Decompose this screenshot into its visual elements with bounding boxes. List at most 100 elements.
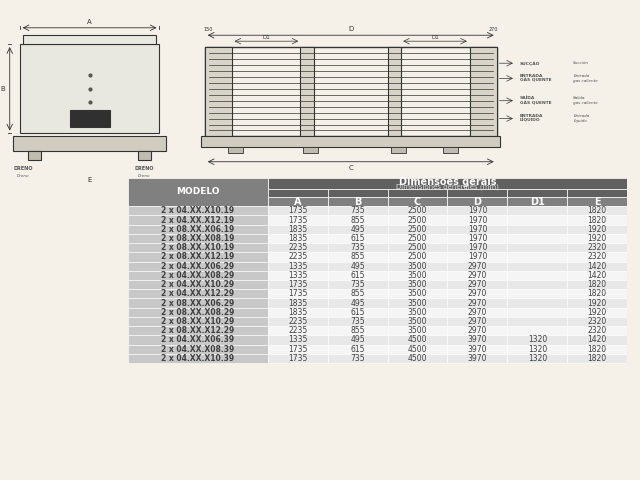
Bar <box>447 234 508 243</box>
Text: 2500: 2500 <box>408 216 428 225</box>
Bar <box>447 271 508 280</box>
Text: 855: 855 <box>350 289 365 299</box>
Bar <box>328 216 388 225</box>
Text: B: B <box>0 86 4 92</box>
Bar <box>443 147 458 153</box>
Bar <box>268 197 328 206</box>
Bar <box>228 147 243 153</box>
Bar <box>328 197 388 206</box>
Bar <box>388 345 447 354</box>
Bar <box>268 262 328 271</box>
Text: 1735: 1735 <box>288 345 307 354</box>
Bar <box>128 271 268 280</box>
Text: Dimensões gerais: Dimensões gerais <box>399 177 496 187</box>
Bar <box>128 243 268 252</box>
Bar <box>328 189 388 197</box>
Text: 1820: 1820 <box>588 216 607 225</box>
Bar <box>388 326 447 336</box>
Bar <box>388 299 447 308</box>
Text: 2500: 2500 <box>408 225 428 234</box>
Bar <box>567 216 627 225</box>
Text: 1920: 1920 <box>588 225 607 234</box>
Text: 2235: 2235 <box>288 252 307 262</box>
Text: 2 x 04.XX.X12.29: 2 x 04.XX.X12.29 <box>161 289 234 299</box>
Bar <box>268 178 627 189</box>
Text: 1970: 1970 <box>468 243 487 252</box>
Bar <box>128 225 268 234</box>
Text: Salida
gas caliente: Salida gas caliente <box>573 96 598 105</box>
Text: 2320: 2320 <box>588 326 607 335</box>
Bar <box>138 151 151 160</box>
Bar <box>300 47 314 136</box>
Bar <box>567 234 627 243</box>
Bar <box>388 225 447 234</box>
Bar <box>447 308 508 317</box>
Text: E: E <box>594 197 600 206</box>
Bar <box>567 326 627 336</box>
Text: 2320: 2320 <box>588 243 607 252</box>
Bar <box>567 206 627 216</box>
Text: 2 x 04.XX.X10.29: 2 x 04.XX.X10.29 <box>161 280 234 289</box>
Bar <box>201 136 500 147</box>
Bar <box>128 317 268 326</box>
Bar <box>328 280 388 289</box>
Text: 1420: 1420 <box>588 271 607 280</box>
Text: 2 x 04.XX.X06.39: 2 x 04.XX.X06.39 <box>161 336 234 345</box>
Text: 4500: 4500 <box>408 354 428 363</box>
Text: 615: 615 <box>350 271 365 280</box>
Text: 735: 735 <box>350 206 365 216</box>
Bar <box>567 308 627 317</box>
Bar <box>268 289 328 299</box>
Bar <box>447 197 508 206</box>
Text: 3970: 3970 <box>468 345 487 354</box>
Text: 1820: 1820 <box>588 289 607 299</box>
Bar <box>567 252 627 262</box>
Text: 2 x 08.XX.X08.19: 2 x 08.XX.X08.19 <box>161 234 235 243</box>
Bar <box>508 354 567 363</box>
Bar <box>268 206 328 216</box>
Bar <box>328 354 388 363</box>
Bar <box>567 317 627 326</box>
Text: D: D <box>474 197 481 206</box>
Bar <box>388 206 447 216</box>
Text: 3500: 3500 <box>408 299 428 308</box>
Bar <box>268 234 328 243</box>
Text: 2 x 04.XX.X08.39: 2 x 04.XX.X08.39 <box>161 345 234 354</box>
Text: 2235: 2235 <box>288 317 307 326</box>
Text: 3970: 3970 <box>468 354 487 363</box>
Text: 735: 735 <box>350 354 365 363</box>
Text: E: E <box>88 177 92 182</box>
Bar <box>20 44 159 133</box>
Bar <box>447 326 508 336</box>
Text: 735: 735 <box>350 317 365 326</box>
Text: 1320: 1320 <box>528 336 547 345</box>
Bar <box>447 345 508 354</box>
Text: 2 x 04.XX.X10.19: 2 x 04.XX.X10.19 <box>161 206 234 216</box>
Text: 2970: 2970 <box>468 308 487 317</box>
Bar <box>268 243 328 252</box>
Text: 3500: 3500 <box>408 280 428 289</box>
Bar <box>567 243 627 252</box>
Bar <box>388 289 447 299</box>
Bar <box>128 252 268 262</box>
Text: Dreno: Dreno <box>138 174 151 178</box>
Text: 735: 735 <box>350 243 365 252</box>
Bar <box>567 271 627 280</box>
Text: ENTRADA
GÁS QUENTE: ENTRADA GÁS QUENTE <box>520 74 551 83</box>
Bar <box>447 252 508 262</box>
Bar <box>388 317 447 326</box>
Bar <box>328 243 388 252</box>
Text: 4500: 4500 <box>408 345 428 354</box>
Bar <box>508 345 567 354</box>
Text: Entrada
líquido: Entrada líquido <box>573 114 589 123</box>
Text: SAÍDA
GÁS QUENTE: SAÍDA GÁS QUENTE <box>520 96 551 105</box>
Bar <box>388 262 447 271</box>
Bar <box>128 299 268 308</box>
Text: DRENO: DRENO <box>13 166 33 171</box>
Bar <box>447 299 508 308</box>
Text: 2 x 08.XX.X06.19: 2 x 08.XX.X06.19 <box>161 225 234 234</box>
Bar <box>388 216 447 225</box>
Text: 2320: 2320 <box>588 317 607 326</box>
Text: 1970: 1970 <box>468 234 487 243</box>
Text: 1970: 1970 <box>468 225 487 234</box>
